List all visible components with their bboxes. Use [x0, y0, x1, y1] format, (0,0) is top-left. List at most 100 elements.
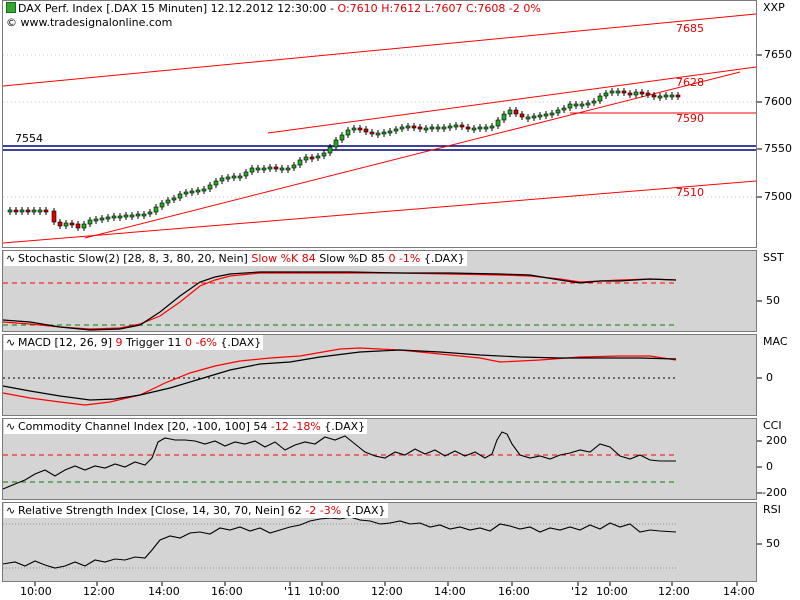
candle[interactable]: [381, 131, 387, 135]
candle[interactable]: [13, 209, 19, 213]
candle[interactable]: [477, 126, 483, 130]
candle[interactable]: [435, 126, 441, 130]
candle[interactable]: [549, 112, 555, 116]
candle[interactable]: [231, 175, 237, 179]
candle[interactable]: [411, 125, 417, 129]
candle[interactable]: [675, 94, 681, 98]
candle[interactable]: [417, 126, 423, 130]
candle[interactable]: [267, 166, 273, 170]
candle[interactable]: [663, 94, 669, 98]
candle[interactable]: [225, 176, 231, 180]
candlestick-series[interactable]: [7, 88, 681, 231]
candle[interactable]: [141, 213, 147, 217]
candle[interactable]: [387, 130, 393, 134]
candle[interactable]: [195, 189, 201, 193]
candle[interactable]: [597, 95, 603, 102]
candle[interactable]: [303, 156, 309, 161]
candle[interactable]: [375, 132, 381, 136]
candle[interactable]: [105, 216, 111, 220]
candle[interactable]: [393, 128, 399, 132]
candle[interactable]: [201, 188, 207, 192]
candle[interactable]: [285, 167, 291, 171]
candle[interactable]: [651, 94, 657, 98]
candle[interactable]: [555, 109, 561, 114]
candle[interactable]: [465, 126, 471, 130]
candle[interactable]: [63, 222, 69, 227]
candle[interactable]: [19, 209, 25, 213]
candle[interactable]: [627, 92, 633, 96]
candle[interactable]: [453, 124, 459, 128]
candle[interactable]: [147, 211, 153, 215]
candle[interactable]: [243, 171, 249, 177]
candle[interactable]: [81, 223, 87, 229]
candle[interactable]: [57, 221, 63, 227]
candle[interactable]: [249, 167, 255, 173]
candle[interactable]: [489, 125, 495, 129]
candle[interactable]: [7, 209, 13, 213]
candle[interactable]: [43, 209, 49, 213]
candle[interactable]: [531, 115, 537, 119]
candle[interactable]: [579, 103, 585, 107]
macd-line[interactable]: [2, 349, 677, 401]
candle[interactable]: [423, 127, 429, 131]
candle[interactable]: [507, 109, 513, 115]
candle[interactable]: [639, 91, 645, 95]
candle[interactable]: [165, 199, 171, 204]
candle[interactable]: [399, 126, 405, 130]
candle[interactable]: [441, 126, 447, 130]
candle[interactable]: [657, 95, 663, 99]
candle[interactable]: [339, 134, 345, 141]
candle[interactable]: [471, 127, 477, 131]
candle[interactable]: [129, 214, 135, 218]
candle[interactable]: [93, 218, 99, 222]
candle[interactable]: [525, 116, 531, 120]
candle[interactable]: [585, 102, 591, 106]
candle[interactable]: [561, 107, 567, 111]
candle[interactable]: [153, 206, 159, 213]
candle[interactable]: [621, 90, 627, 94]
candle[interactable]: [25, 209, 31, 213]
candle[interactable]: [37, 209, 43, 213]
candle[interactable]: [123, 214, 129, 218]
candle[interactable]: [513, 109, 519, 115]
candle[interactable]: [567, 103, 573, 109]
candle[interactable]: [31, 209, 37, 213]
candle[interactable]: [99, 217, 105, 221]
candle[interactable]: [219, 177, 225, 182]
candle[interactable]: [237, 175, 243, 179]
candle[interactable]: [429, 126, 435, 130]
candle[interactable]: [483, 126, 489, 130]
candle[interactable]: [177, 193, 183, 199]
candle[interactable]: [501, 113, 507, 121]
candle[interactable]: [183, 191, 189, 195]
candle[interactable]: [159, 202, 165, 208]
candle[interactable]: [291, 164, 297, 169]
candle[interactable]: [189, 190, 195, 194]
candle[interactable]: [369, 131, 375, 135]
candle[interactable]: [261, 167, 267, 171]
candle[interactable]: [357, 127, 363, 131]
candle[interactable]: [279, 167, 285, 171]
stochastic-k-line[interactable]: [2, 271, 677, 331]
candle[interactable]: [591, 100, 597, 104]
stochastic-d-line[interactable]: [2, 272, 677, 330]
candle[interactable]: [669, 94, 675, 98]
candle[interactable]: [645, 92, 651, 96]
candle[interactable]: [333, 139, 339, 148]
macd-trigger-line[interactable]: [2, 347, 677, 406]
candle[interactable]: [351, 127, 357, 131]
support-level-line[interactable]: [3, 145, 756, 151]
candle[interactable]: [69, 222, 75, 226]
candle[interactable]: [519, 113, 525, 118]
candle[interactable]: [363, 128, 369, 133]
candle[interactable]: [345, 129, 351, 136]
candle[interactable]: [309, 156, 315, 160]
candle[interactable]: [75, 223, 81, 229]
cci-line[interactable]: [2, 431, 676, 490]
candle[interactable]: [87, 219, 93, 225]
candle[interactable]: [327, 146, 333, 154]
candle[interactable]: [273, 166, 279, 170]
candle[interactable]: [603, 92, 609, 97]
candle[interactable]: [315, 155, 321, 159]
candle[interactable]: [297, 159, 303, 166]
